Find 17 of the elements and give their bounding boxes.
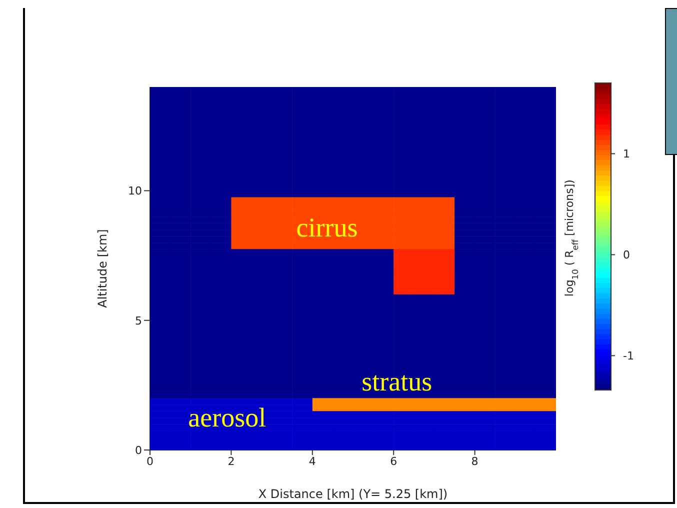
annotation: aerosol xyxy=(188,402,266,432)
x-axis-title: X Distance [km] (Y= 5.25 [km]) xyxy=(258,487,448,501)
x-tick-label: 2 xyxy=(228,454,235,468)
annotation: cirrus xyxy=(296,212,358,243)
y-tick-label: 0 xyxy=(135,444,142,457)
x-tick-label: 8 xyxy=(471,454,478,468)
x-tick-label: 0 xyxy=(146,454,154,468)
colorbar: -1 0 1 xyxy=(590,68,677,408)
color-bar-label: 1 xyxy=(623,148,630,161)
y-tick-label: 5 xyxy=(135,314,142,328)
color-bar-label: 0 xyxy=(623,248,630,262)
x-tick-label: 4 xyxy=(308,454,316,468)
x-tick-label: 6 xyxy=(390,454,398,468)
color-bar-label: -1 xyxy=(623,350,634,363)
annotation: stratus xyxy=(362,366,432,397)
y-axis-title: Altitude [km] xyxy=(95,229,110,308)
y-tick-label: 10 xyxy=(128,184,142,198)
